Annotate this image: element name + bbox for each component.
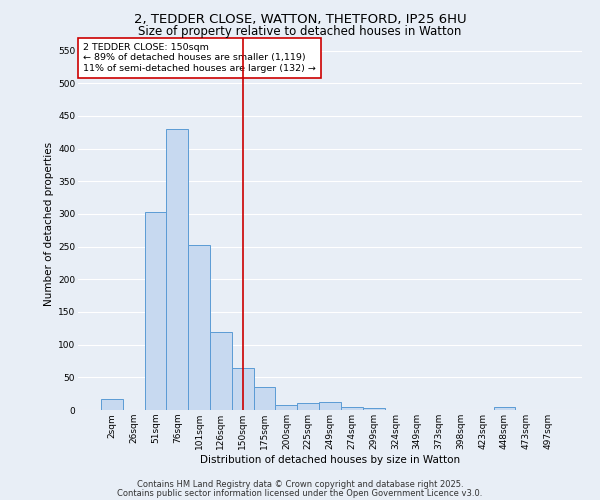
- X-axis label: Distribution of detached houses by size in Watton: Distribution of detached houses by size …: [200, 454, 460, 464]
- Bar: [210, 332, 232, 410]
- Bar: [254, 387, 275, 410]
- Y-axis label: Number of detached properties: Number of detached properties: [44, 142, 54, 306]
- Bar: [363, 408, 385, 410]
- Text: Contains public sector information licensed under the Open Government Licence v3: Contains public sector information licen…: [118, 488, 482, 498]
- Bar: [297, 404, 319, 410]
- Bar: [145, 212, 166, 410]
- Text: Size of property relative to detached houses in Watton: Size of property relative to detached ho…: [139, 25, 461, 38]
- Bar: [275, 405, 297, 410]
- Bar: [319, 402, 341, 410]
- Bar: [341, 408, 363, 410]
- Bar: [494, 406, 515, 410]
- Text: 2 TEDDER CLOSE: 150sqm
← 89% of detached houses are smaller (1,119)
11% of semi-: 2 TEDDER CLOSE: 150sqm ← 89% of detached…: [83, 43, 316, 73]
- Text: Contains HM Land Registry data © Crown copyright and database right 2025.: Contains HM Land Registry data © Crown c…: [137, 480, 463, 489]
- Bar: [101, 399, 123, 410]
- Bar: [166, 129, 188, 410]
- Text: 2, TEDDER CLOSE, WATTON, THETFORD, IP25 6HU: 2, TEDDER CLOSE, WATTON, THETFORD, IP25 …: [134, 12, 466, 26]
- Bar: [232, 368, 254, 410]
- Bar: [188, 244, 210, 410]
